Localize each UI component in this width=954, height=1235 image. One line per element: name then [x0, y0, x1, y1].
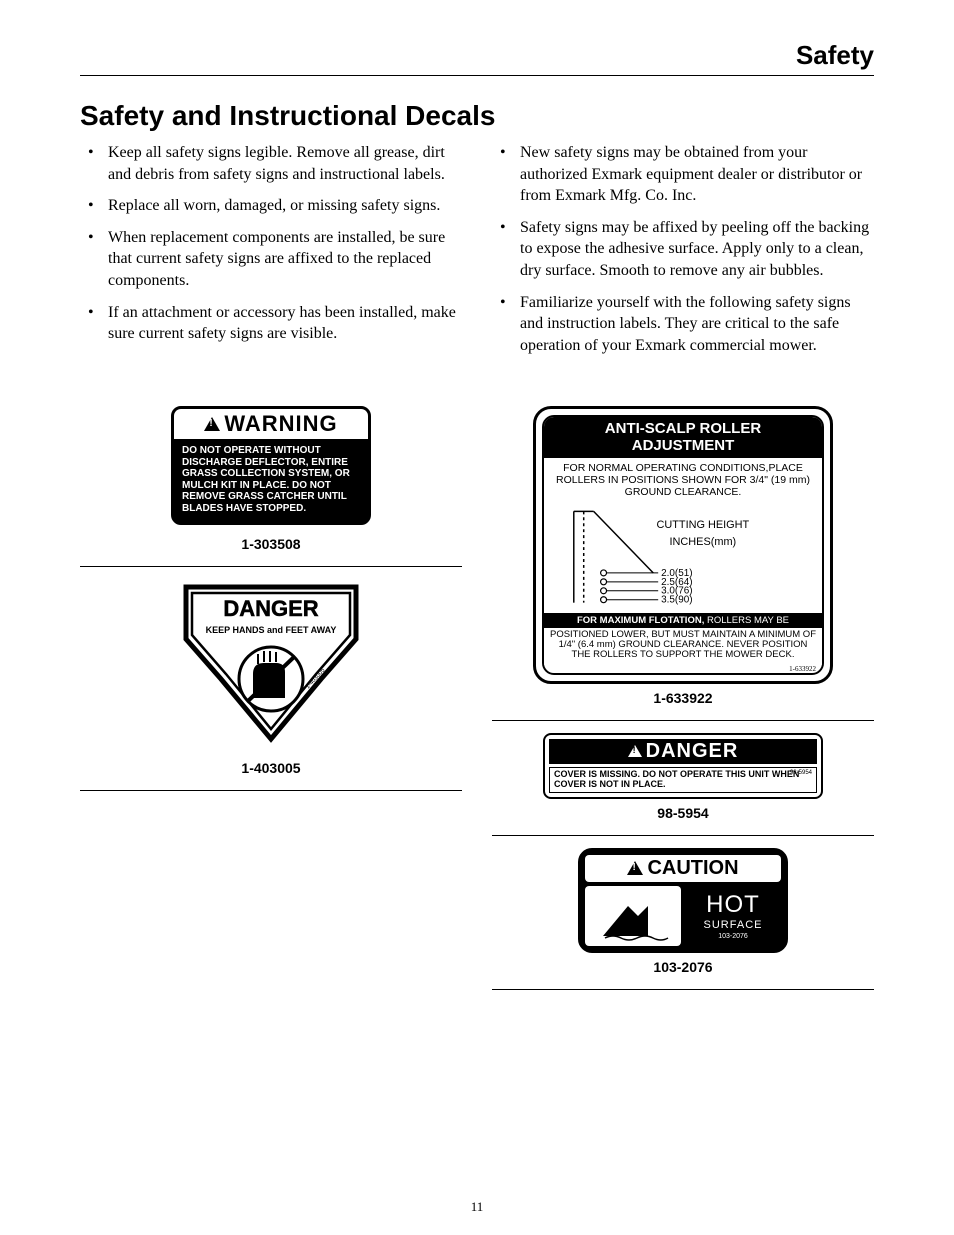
- decal-grid: WARNING DO NOT OPERATE WITHOUT DISCHARGE…: [80, 406, 874, 989]
- caution-decal: CAUTION HOT SURFACE 103-2076: [578, 848, 788, 953]
- caution-head: CAUTION: [585, 855, 781, 882]
- list-item: New safety signs may be obtained from yo…: [520, 142, 874, 207]
- scalp-tiny-part: 1-633922: [544, 665, 822, 673]
- flot-tail: ROLLERS MAY BE: [704, 615, 789, 626]
- list-item: When replacement components are installe…: [108, 227, 462, 292]
- scalp-title-line2: ADJUSTMENT: [632, 437, 735, 454]
- caution-tiny: 103-2076: [718, 933, 748, 940]
- flot-bold: FOR MAXIMUM FLOTATION,: [577, 615, 704, 626]
- page-number: 11: [0, 1199, 954, 1215]
- svg-text:INCHES(mm): INCHES(mm): [670, 536, 737, 548]
- decal-danger-shield-block: DANGER KEEP HANDS and FEET AWAY 1-403005…: [80, 567, 462, 791]
- decal-caution-block: CAUTION HOT SURFACE 103-2076: [492, 836, 874, 990]
- scalp-diagram: CUTTING HEIGHT INCHES(mm) 2.0(51) 2.5(64…: [544, 503, 822, 613]
- warning-triangle-icon: [628, 745, 642, 757]
- decal-warning-block: WARNING DO NOT OPERATE WITHOUT DISCHARGE…: [80, 406, 462, 567]
- danger-bar-head: DANGER: [549, 739, 817, 764]
- svg-text:KEEP HANDS and FEET AWAY: KEEP HANDS and FEET AWAY: [206, 625, 337, 635]
- decal-danger-bar-block: DANGER COVER IS MISSING. DO NOT OPERATE …: [492, 721, 874, 836]
- hot-label: HOT: [706, 891, 760, 919]
- warning-header: WARNING: [174, 409, 368, 439]
- list-item: Replace all worn, damaged, or missing sa…: [108, 195, 462, 217]
- intro-col-left: Keep all safety signs legible. Remove al…: [80, 142, 462, 366]
- decal-col-left: WARNING DO NOT OPERATE WITHOUT DISCHARGE…: [80, 406, 462, 989]
- decal-scalp-block: ANTI-SCALP ROLLER ADJUSTMENT FOR NORMAL …: [492, 406, 874, 721]
- warning-triangle-icon: [204, 417, 220, 431]
- surface-label: SURFACE: [704, 919, 763, 931]
- page-title: Safety and Instructional Decals: [80, 100, 874, 132]
- list-item: Familiarize yourself with the following …: [520, 292, 874, 357]
- danger-bar-tiny: 98-5954: [790, 770, 812, 777]
- scalp-title: ANTI-SCALP ROLLER ADJUSTMENT: [544, 417, 822, 458]
- danger-shield-decal: DANGER KEEP HANDS and FEET AWAY 1-403005: [176, 579, 366, 754]
- bullet-list-right: New safety signs may be obtained from yo…: [492, 142, 874, 356]
- list-item: Keep all safety signs legible. Remove al…: [108, 142, 462, 185]
- intro-col-right: New safety signs may be obtained from yo…: [492, 142, 874, 366]
- caution-body: HOT SURFACE 103-2076: [585, 886, 781, 946]
- intro-columns: Keep all safety signs legible. Remove al…: [80, 142, 874, 366]
- svg-text:DANGER: DANGER: [223, 596, 318, 621]
- danger-bar-head-text: DANGER: [646, 740, 739, 763]
- part-number: 1-303508: [80, 536, 462, 552]
- warning-decal: WARNING DO NOT OPERATE WITHOUT DISCHARGE…: [171, 406, 371, 525]
- svg-text:3.5(90): 3.5(90): [661, 594, 692, 605]
- scalp-text1: FOR NORMAL OPERATING CONDITIONS,PLACE RO…: [544, 458, 822, 502]
- caution-head-text: CAUTION: [647, 857, 738, 880]
- svg-text:CUTTING HEIGHT: CUTTING HEIGHT: [657, 519, 750, 531]
- danger-bar-decal: DANGER COVER IS MISSING. DO NOT OPERATE …: [543, 733, 823, 799]
- list-item: Safety signs may be affixed by peeling o…: [520, 217, 874, 282]
- list-item: If an attachment or accessory has been i…: [108, 302, 462, 345]
- bullet-list-left: Keep all safety signs legible. Remove al…: [80, 142, 462, 345]
- part-number: 98-5954: [492, 805, 874, 821]
- part-number: 1-403005: [80, 760, 462, 776]
- section-title: Safety: [796, 40, 874, 70]
- scalp-text2: POSITIONED LOWER, BUT MUST MAINTAIN A MI…: [544, 628, 822, 665]
- scalp-title-line1: ANTI-SCALP ROLLER: [605, 420, 761, 437]
- warning-triangle-icon: [627, 861, 643, 875]
- part-number: 103-2076: [492, 959, 874, 975]
- danger-bar-body: COVER IS MISSING. DO NOT OPERATE THIS UN…: [549, 767, 817, 793]
- caution-text: HOT SURFACE 103-2076: [685, 886, 781, 946]
- warning-head-text: WARNING: [224, 411, 337, 437]
- danger-shield-svg: DANGER KEEP HANDS and FEET AWAY 1-403005: [176, 579, 366, 749]
- part-number: 1-633922: [492, 690, 874, 706]
- page-header: Safety: [80, 40, 874, 76]
- decal-col-right: ANTI-SCALP ROLLER ADJUSTMENT FOR NORMAL …: [492, 406, 874, 989]
- scalp-flotation-head: FOR MAXIMUM FLOTATION, ROLLERS MAY BE: [544, 613, 822, 628]
- danger-bar-body-text: COVER IS MISSING. DO NOT OPERATE THIS UN…: [554, 769, 799, 789]
- anti-scalp-decal: ANTI-SCALP ROLLER ADJUSTMENT FOR NORMAL …: [533, 406, 833, 684]
- warning-body-text: DO NOT OPERATE WITHOUT DISCHARGE DEFLECT…: [174, 439, 368, 522]
- hot-surface-icon: [585, 886, 681, 946]
